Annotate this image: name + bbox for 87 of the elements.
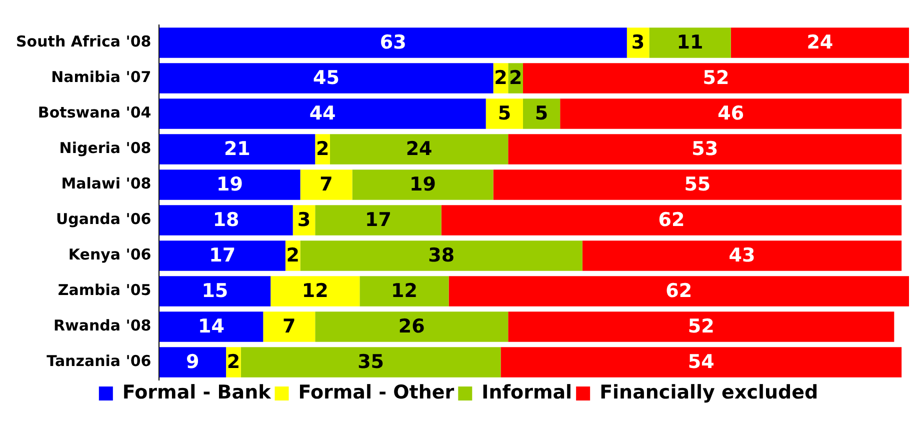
data-label: 2	[316, 138, 330, 160]
y-tick-label: Namibia '07	[51, 68, 152, 86]
bar	[240, 347, 501, 378]
data-label: 14	[198, 316, 224, 338]
data-label: 3	[297, 209, 311, 232]
data-label: 9	[186, 351, 200, 374]
data-label: 5	[498, 102, 512, 125]
data-label: 19	[216, 174, 243, 196]
data-label: 38	[428, 244, 455, 267]
data-label: 19	[410, 174, 436, 196]
bar	[493, 170, 902, 200]
data-label: 12	[390, 280, 418, 302]
data-label: 11	[676, 32, 704, 54]
bar	[649, 28, 731, 58]
data-label: 63	[380, 32, 406, 54]
data-label: 54	[688, 351, 714, 374]
bar	[159, 98, 486, 129]
bar	[263, 312, 316, 342]
bar	[315, 205, 442, 236]
y-tick-label: Kenya '06	[68, 246, 152, 264]
bar	[360, 276, 449, 306]
bar	[159, 63, 494, 94]
bar	[560, 98, 902, 129]
y-tick-label: Botswana '04	[38, 104, 152, 122]
data-label: 2	[494, 67, 508, 90]
data-label: 24	[406, 138, 432, 160]
bar	[159, 28, 627, 58]
data-label: 18	[212, 209, 240, 232]
data-label: 46	[718, 102, 744, 125]
data-label: 12	[302, 280, 328, 302]
bar	[500, 347, 902, 378]
bar	[159, 276, 271, 306]
data-label: 2	[508, 67, 522, 90]
bar	[330, 134, 508, 164]
bar	[508, 134, 902, 164]
bar	[352, 170, 494, 200]
bar	[315, 312, 508, 342]
bar	[508, 312, 894, 342]
data-label: 24	[806, 32, 834, 54]
y-tick-label: Malawi '08	[61, 174, 152, 193]
bar	[522, 63, 909, 94]
data-label: 52	[688, 316, 714, 338]
bar	[582, 240, 902, 271]
data-label: 55	[684, 174, 711, 196]
legend-label: Formal - Other	[298, 381, 455, 404]
bar	[159, 170, 300, 200]
data-label: 44	[309, 102, 336, 125]
y-tick-label: Nigeria '08	[59, 139, 152, 158]
data-label: 17	[209, 244, 236, 267]
bar	[159, 134, 316, 164]
data-label: 21	[224, 138, 250, 160]
data-label: 3	[631, 32, 645, 54]
bar	[448, 276, 909, 306]
data-label: 62	[658, 209, 685, 232]
data-label: 62	[666, 280, 692, 302]
data-label: 5	[534, 102, 548, 125]
bar	[441, 205, 902, 236]
legend-label: Financially excluded	[600, 381, 818, 404]
y-tick-label: Tanzania '06	[46, 352, 152, 370]
bar	[159, 240, 286, 271]
data-label: 17	[365, 209, 392, 232]
y-tick-label: South Africa '08	[16, 32, 152, 51]
bar	[159, 347, 226, 378]
bar	[300, 240, 582, 271]
data-label: 7	[320, 174, 333, 196]
data-label: 15	[202, 280, 228, 302]
data-label: 45	[313, 67, 340, 90]
data-label: 26	[398, 316, 425, 338]
data-label: 52	[702, 67, 730, 90]
bar	[270, 276, 360, 306]
bar	[159, 205, 293, 236]
y-tick-label: Uganda '06	[56, 210, 152, 228]
data-label: 43	[728, 244, 756, 267]
data-label: 53	[692, 138, 718, 160]
data-label: 7	[282, 316, 296, 338]
data-label: 35	[358, 351, 384, 374]
legend-label: Informal	[482, 381, 572, 404]
bar	[300, 170, 352, 200]
y-tick-label: Zambia '05	[58, 281, 152, 300]
data-label: 2	[226, 351, 240, 374]
data-label: 2	[286, 244, 300, 267]
legend-label: Formal - Bank	[122, 381, 272, 404]
bar	[486, 98, 523, 129]
bar	[159, 312, 264, 342]
y-tick-label: Rwanda '08	[53, 316, 152, 335]
bar	[730, 28, 909, 58]
bar	[522, 98, 560, 129]
